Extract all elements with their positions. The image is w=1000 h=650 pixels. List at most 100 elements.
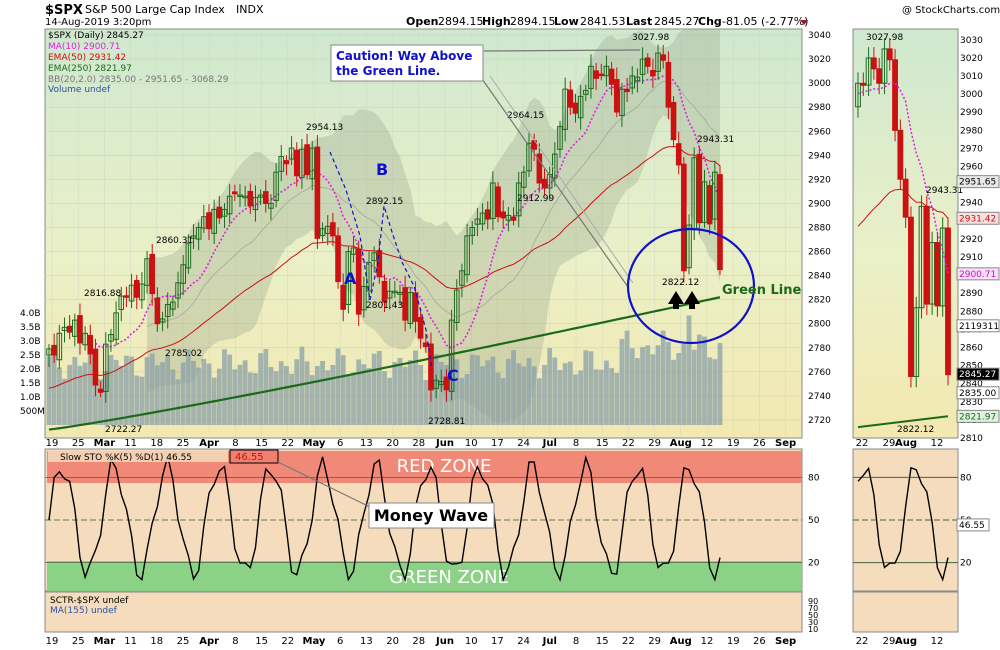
candle-body [500, 211, 507, 219]
x-axis-labels-bottom: 19 25 Mar 11 18 25 Apr 8 15 22 May 6 13 20 28 Jun 10 17 24… [46, 636, 797, 647]
candle-body [428, 343, 434, 391]
x-tick-label: Jul [542, 438, 557, 449]
x-tick-label: 17 [491, 438, 504, 449]
zoom-candle-body [870, 57, 877, 70]
candle-body [572, 102, 579, 114]
zoom-ema50-path [857, 188, 949, 227]
zoom-candle-body [945, 227, 951, 376]
symbol: $SPX [45, 3, 83, 18]
candle-body [102, 343, 109, 392]
volume-bar [578, 370, 584, 425]
price-tick-label: 2840 [808, 272, 831, 282]
volume-bar [547, 348, 553, 425]
candle-body [515, 182, 522, 217]
candle-body [608, 68, 615, 85]
volume-bar [598, 369, 604, 425]
last-label: Last [626, 15, 652, 28]
candle-body [242, 195, 248, 199]
sctr-label: SCTR-$SPX undef [50, 596, 129, 606]
candle-body [133, 279, 140, 298]
candle-body [448, 319, 455, 392]
candle-body [598, 73, 605, 77]
zoom-tick-label: 3000 [960, 90, 983, 100]
candle-body [634, 76, 641, 82]
wave-b-label: B [376, 160, 388, 179]
index-name: S&P 500 Large Cap Index [85, 3, 225, 16]
legend: $SPX (Daily) 2845.27 MA(10) 2900.71 EMA(… [48, 31, 229, 95]
zoom-tick-label: 2830 [960, 398, 983, 408]
x-tick-label: 18 [150, 636, 163, 647]
price-tick-label: 2940 [808, 151, 831, 161]
candle-body [350, 247, 357, 255]
legend-spx: $SPX (Daily) 2845.27 [48, 31, 144, 41]
volume-bar [46, 356, 52, 425]
x-tick-label: Aug [670, 636, 692, 647]
low-value: 2841.53 [580, 15, 626, 28]
candle-body [567, 89, 574, 108]
volume-bar [660, 330, 666, 425]
zoom-candle-body [923, 205, 930, 305]
candle-body [77, 315, 83, 344]
volume-bar [671, 359, 676, 425]
label-2892: 2892.15 [366, 197, 403, 207]
volume-bar [614, 372, 620, 425]
open-label: Open [406, 15, 439, 28]
x-tick-label: Sep [775, 636, 796, 647]
zoom-candle-body [892, 59, 898, 131]
volume-bar [609, 368, 615, 425]
x-tick-label: 11 [124, 636, 137, 647]
volume-tick-label: 3.5B [20, 323, 41, 333]
volume-bar [490, 356, 496, 425]
candle-body [438, 380, 445, 386]
zoom-tick-label: 2920 [960, 235, 983, 245]
volume-bar [650, 354, 656, 425]
candle-body [577, 95, 584, 119]
x-tick-label: May [303, 636, 326, 647]
candle-body [164, 303, 171, 318]
candle-body [397, 291, 403, 295]
x-tick-label: 10 [465, 438, 478, 449]
candle-body [541, 178, 548, 189]
volume-bar [351, 372, 356, 425]
zoom-tick-label: 2890 [960, 289, 983, 299]
candle-body [464, 235, 470, 276]
x-tick-label: Jun [435, 636, 454, 647]
x-tick-label: Jul [542, 636, 557, 647]
stoch-path [48, 454, 721, 583]
candle-body [490, 182, 496, 219]
candle-body [190, 235, 197, 239]
label-2860: 2860.31 [156, 236, 193, 246]
x-tick-label: Apr [199, 438, 219, 449]
volume-bar [624, 330, 630, 425]
volume-tick-label: 2.0B [20, 365, 41, 375]
x-tick-label: 8 [573, 438, 579, 449]
volume-bar [263, 349, 269, 425]
stoch-tick-label: 80 [808, 473, 820, 483]
zoom-candle-body [855, 82, 861, 108]
candle-body [247, 190, 254, 207]
volume-bar [485, 360, 491, 425]
candle-body [562, 88, 568, 130]
candle-body [299, 148, 305, 179]
volume-bar [320, 360, 325, 425]
volume-bar [629, 348, 635, 425]
volume-tick-label: 1.0B [20, 393, 41, 403]
candle-body [319, 228, 326, 237]
zoom-value-tag [956, 367, 1000, 381]
price-tick-label: 2800 [808, 320, 831, 330]
volume-bar [113, 359, 119, 425]
x-tick-label: 22 [622, 438, 635, 449]
volume-bar [562, 363, 568, 425]
candle-body [97, 388, 104, 393]
legend-ema250: EMA(250) 2821.97 [48, 64, 132, 74]
x-tick-label: 24 [517, 636, 530, 647]
x-tick-label: 13 [360, 438, 373, 449]
x-tick-label: Mar [94, 636, 116, 647]
candle-body [675, 143, 682, 166]
candle-body [469, 226, 476, 236]
ema50-path [48, 145, 721, 389]
candle-body [392, 290, 398, 294]
candle-body [355, 248, 362, 315]
zoom-label-3027: 3027.98 [866, 33, 903, 43]
volume-bar [676, 352, 682, 425]
